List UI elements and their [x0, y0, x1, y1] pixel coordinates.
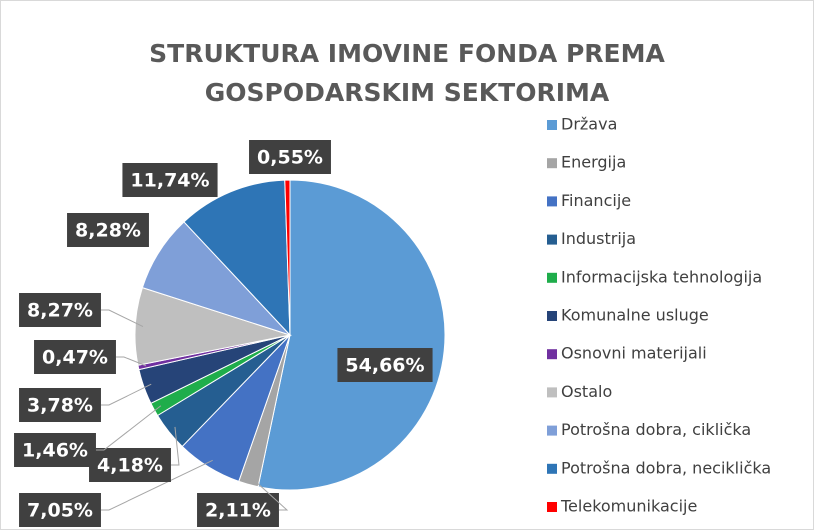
- pie-slice: [183, 179, 291, 337]
- leader-line: [100, 383, 152, 406]
- pie-slice: [284, 179, 291, 336]
- label-box: [19, 493, 101, 527]
- data-label: 2,11%: [205, 500, 271, 522]
- legend-label: Potrošna dobra, neciklička: [561, 458, 771, 477]
- legend-label: Ostalo: [561, 382, 612, 401]
- legend-swatch: [547, 425, 557, 436]
- legend-label: Informacijska tehnologija: [561, 267, 762, 286]
- label-box: [197, 493, 279, 527]
- legend-swatch: [547, 120, 557, 130]
- chart-title: STRUKTURA IMOVINE FONDA PREMA: [149, 39, 665, 68]
- legend-label: Komunalne usluge: [561, 306, 709, 325]
- legend-swatch: [547, 502, 557, 512]
- legend-swatch: [547, 349, 557, 360]
- pie-slice: [257, 179, 446, 491]
- data-label: 1,46%: [22, 440, 88, 462]
- label-box: [249, 140, 331, 174]
- leader-line: [100, 459, 213, 511]
- legend-label: Potrošna dobra, ciklička: [561, 420, 751, 439]
- legend-label: Energija: [561, 153, 626, 172]
- leader-line: [170, 426, 180, 466]
- legend-label: Telekomunikacije: [560, 497, 697, 516]
- leader-line: [100, 309, 144, 328]
- legend-swatch: [547, 272, 557, 283]
- leader-line: [115, 356, 147, 367]
- leader-line: [250, 476, 289, 511]
- legend-swatch: [547, 196, 557, 207]
- legend-label: Industrija: [561, 229, 636, 248]
- label-box: [337, 348, 433, 382]
- data-label: 11,74%: [130, 170, 209, 192]
- label-box: [34, 340, 116, 374]
- label-box: [122, 163, 218, 197]
- data-label: 0,55%: [257, 147, 323, 169]
- legend-swatch: [547, 234, 557, 245]
- label-box: [14, 433, 96, 467]
- data-label: 8,28%: [75, 220, 141, 242]
- data-label: 3,78%: [27, 395, 93, 417]
- legend-swatch: [547, 463, 557, 474]
- legend-swatch: [547, 158, 557, 169]
- data-label: 4,18%: [97, 455, 163, 477]
- label-box: [19, 293, 101, 327]
- label-box: [67, 213, 149, 247]
- leader-line: [95, 405, 162, 451]
- legend-swatch: [547, 387, 557, 398]
- data-label: 7,05%: [27, 500, 93, 522]
- data-label: 54,66%: [345, 355, 424, 377]
- legend-swatch: [547, 311, 557, 321]
- data-label: 8,27%: [27, 300, 93, 322]
- legend-label: Država: [561, 115, 617, 134]
- chart-title: GOSPODARSKIM SEKTORIMA: [205, 78, 610, 107]
- legend-label: Osnovni materijali: [561, 344, 707, 363]
- label-box: [19, 388, 101, 422]
- data-label: 0,47%: [42, 347, 108, 369]
- label-box: [89, 448, 171, 482]
- legend-label: Financije: [561, 191, 631, 210]
